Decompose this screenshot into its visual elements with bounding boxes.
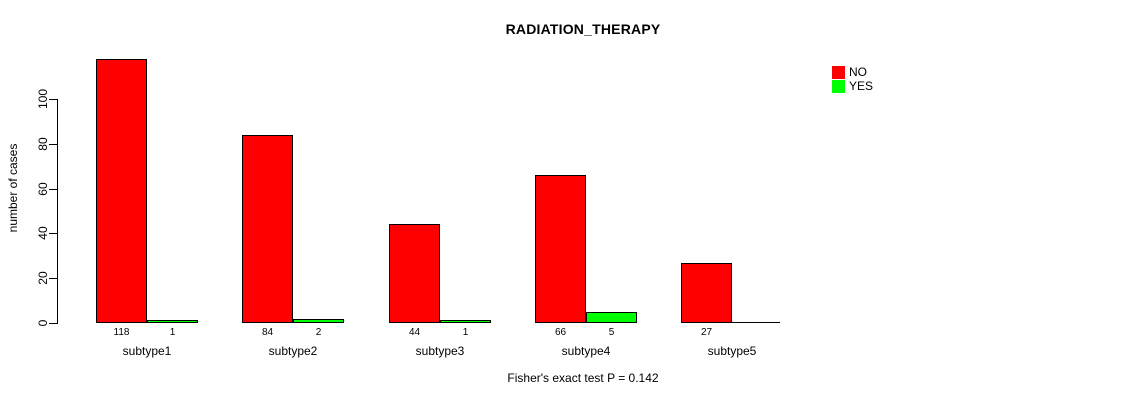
legend-label-yes: YES xyxy=(849,78,874,93)
bar-count-label: 5 xyxy=(608,327,615,338)
bar-no-subtype4 xyxy=(535,175,586,323)
bar-count-label: 66 xyxy=(554,327,567,338)
y-tick-mark xyxy=(49,99,57,100)
chart-caption: Fisher's exact test P = 0.142 xyxy=(507,371,659,385)
x-category-label: subtype5 xyxy=(707,344,757,358)
y-axis-line xyxy=(57,99,58,324)
y-tick-label: 0 xyxy=(36,319,50,327)
y-tick-mark xyxy=(49,144,57,145)
bar-yes-subtype2 xyxy=(293,319,344,323)
bar-yes-subtype4 xyxy=(586,312,637,323)
bar-count-label: 2 xyxy=(315,327,322,338)
bar-no-subtype2 xyxy=(242,135,293,323)
legend: NO YES xyxy=(832,65,873,93)
bar-no-subtype3 xyxy=(389,224,440,323)
bar-yes-subtype3 xyxy=(440,320,491,323)
legend-label-no: NO xyxy=(849,64,867,79)
legend-item-no: NO xyxy=(832,65,873,79)
bar-count-label: 44 xyxy=(408,327,421,338)
bar-count-label: 118 xyxy=(113,327,130,338)
legend-swatch-yes xyxy=(832,79,845,93)
x-category-label: subtype3 xyxy=(415,344,465,358)
y-tick-mark xyxy=(49,278,57,279)
y-tick-label: 40 xyxy=(36,226,50,240)
y-tick-label: 20 xyxy=(36,271,50,285)
legend-item-yes: YES xyxy=(832,79,873,93)
y-tick-label: 100 xyxy=(36,88,50,110)
y-tick-mark xyxy=(49,189,57,190)
bar-count-label: 84 xyxy=(261,327,274,338)
legend-swatch-no xyxy=(832,65,845,79)
x-category-label: subtype4 xyxy=(561,344,611,358)
bar-no-subtype1 xyxy=(96,59,147,323)
bar-yes-subtype1 xyxy=(147,320,198,323)
zero-bar-line-subtype5 xyxy=(732,322,780,323)
y-tick-mark xyxy=(49,233,57,234)
bar-no-subtype5 xyxy=(681,263,732,323)
x-category-label: subtype2 xyxy=(268,344,318,358)
chart-title: RADIATION_THERAPY xyxy=(505,21,661,37)
bar-count-label: 1 xyxy=(169,327,176,338)
bar-count-label: 27 xyxy=(700,327,713,338)
x-category-label: subtype1 xyxy=(122,344,172,358)
bar-count-label: 1 xyxy=(462,327,469,338)
y-tick-label: 80 xyxy=(36,137,50,151)
y-tick-label: 60 xyxy=(36,182,50,196)
y-tick-mark xyxy=(49,323,57,324)
